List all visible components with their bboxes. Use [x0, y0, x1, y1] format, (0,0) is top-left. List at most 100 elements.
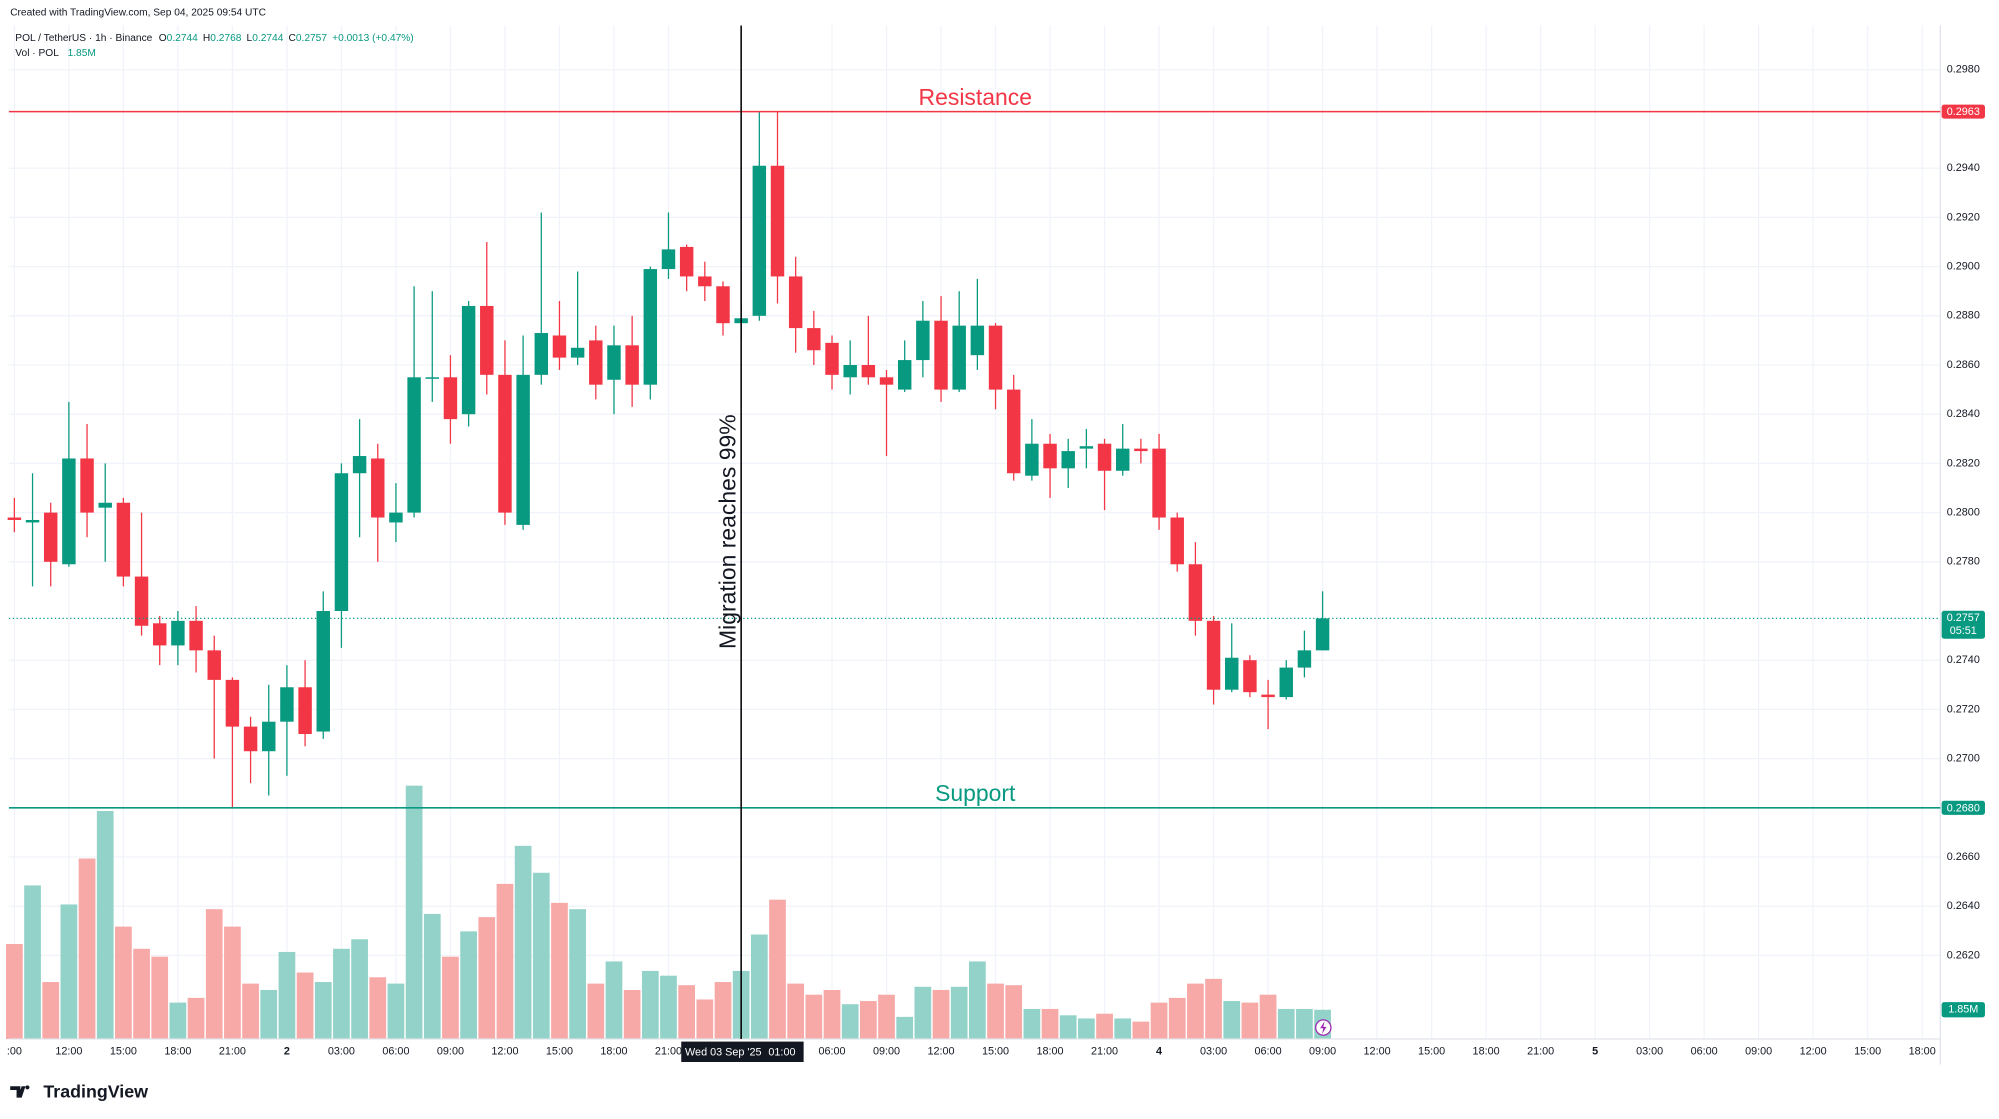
volume-bar [1168, 997, 1186, 1040]
candle [461, 301, 476, 427]
candle-body [443, 377, 458, 420]
alert-icon[interactable] [1315, 1019, 1332, 1036]
volume-bar [423, 913, 441, 1040]
volume-bar [115, 926, 132, 1040]
candle [1006, 374, 1021, 481]
candle-body [389, 512, 403, 523]
candle [516, 335, 530, 530]
volume-bar [551, 902, 568, 1040]
candle [1152, 433, 1166, 530]
candle [134, 512, 149, 636]
volume-bar [6, 944, 23, 1040]
x-tick-label: 03:00 [1636, 1046, 1663, 1058]
level-tag [1941, 104, 1985, 119]
candle [934, 296, 948, 402]
volume-bar [714, 982, 732, 1040]
x-tick-label: 09:00 [437, 1046, 464, 1058]
candle-body [879, 377, 894, 385]
candle-body [243, 726, 258, 752]
volume-bar [769, 899, 786, 1040]
y-tick-label: 0.2800 [1947, 506, 1980, 518]
candle-body [189, 620, 203, 651]
volume-title: Vol · POL [15, 48, 59, 59]
candle-body [171, 620, 185, 646]
candle-body [1043, 443, 1057, 469]
y-tick-label: 0.2920 [1947, 211, 1980, 223]
candle [1188, 542, 1203, 636]
candle [952, 291, 966, 393]
candle-body [807, 328, 821, 351]
x-tick-label: 12:00 [927, 1046, 954, 1058]
candle-body [280, 687, 294, 722]
alert-bolt[interactable] [1320, 1021, 1327, 1034]
volume-bar [1041, 1008, 1059, 1040]
x-tick-label: 18:00 [1473, 1046, 1500, 1058]
candle [1025, 419, 1039, 481]
y-tick-label: 0.2940 [1947, 162, 1980, 174]
x-tick-label: 18:00 [600, 1046, 627, 1058]
x-tick-label: 15:00 [982, 1046, 1009, 1058]
candle [643, 266, 658, 400]
candle [334, 463, 349, 648]
x-tick-label: 03:00 [1200, 1046, 1227, 1058]
x-tick-label: 12:00 [1800, 1046, 1827, 1058]
candle-body [334, 473, 349, 612]
candle [589, 325, 603, 400]
last-price-tag [1941, 610, 1985, 639]
candle [352, 419, 367, 538]
volume-tag [1941, 1002, 1985, 1018]
candle [153, 615, 167, 666]
candle-body [1006, 389, 1021, 474]
candle [970, 278, 985, 370]
y-tick-label: 0.2840 [1947, 408, 1980, 420]
ohlc-value: 0.2768 [210, 33, 241, 44]
crosshair-tag [681, 1041, 804, 1062]
candle [1261, 679, 1275, 730]
candle-body [352, 456, 367, 474]
candle-body [934, 320, 948, 390]
volume-bar [678, 985, 696, 1040]
candle-body [153, 623, 167, 646]
volume-bar [1205, 978, 1222, 1040]
candle-body [788, 276, 803, 329]
candle [716, 281, 730, 336]
level-name: Resistance [919, 84, 1032, 110]
y-tick-label: 0.2980 [1947, 64, 1980, 76]
candle-body [425, 377, 439, 379]
candle [661, 212, 676, 279]
volume-bar [859, 1001, 877, 1040]
volume-bar [24, 885, 41, 1040]
candle-body [498, 374, 512, 513]
created-note: Created with TradingView.com, Sep 04, 20… [10, 7, 266, 18]
legend: POL / TetherUS · 1h · Binance Vol · POL … [15, 33, 413, 59]
candle [916, 301, 930, 378]
candle [298, 660, 312, 747]
candle [1225, 623, 1239, 693]
candle-body [1206, 620, 1221, 690]
candle [225, 677, 240, 808]
candle-body [1025, 443, 1039, 476]
x-tick-label: 15:00 [1854, 1046, 1881, 1058]
volume-bar [242, 983, 259, 1040]
candle [988, 323, 1003, 410]
candle [498, 340, 512, 525]
y-tick-label: 0.2860 [1947, 359, 1980, 371]
candle [625, 315, 639, 407]
candle [262, 684, 276, 796]
x-tick-label: 09:00 [1309, 1046, 1336, 1058]
y-tick-label: 0.2900 [1947, 260, 1980, 272]
candle [679, 244, 694, 292]
candle-body [225, 679, 240, 727]
candle-body [770, 165, 785, 277]
volume-bar [1241, 1002, 1259, 1040]
y-tick-label: 0.2640 [1947, 900, 1980, 912]
symbol-title: POL / TetherUS · 1h · Binance [15, 33, 152, 44]
candle-body [516, 374, 530, 525]
volume-value: 1.85M [68, 48, 96, 59]
volume-bar [187, 997, 205, 1040]
x-tick-label: 2 [284, 1046, 290, 1058]
ohlc-value: 0.2744 [167, 33, 198, 44]
ohlc-value: 0.2757 [296, 33, 327, 44]
candle-body [1170, 517, 1184, 565]
volume-bar [78, 858, 96, 1040]
